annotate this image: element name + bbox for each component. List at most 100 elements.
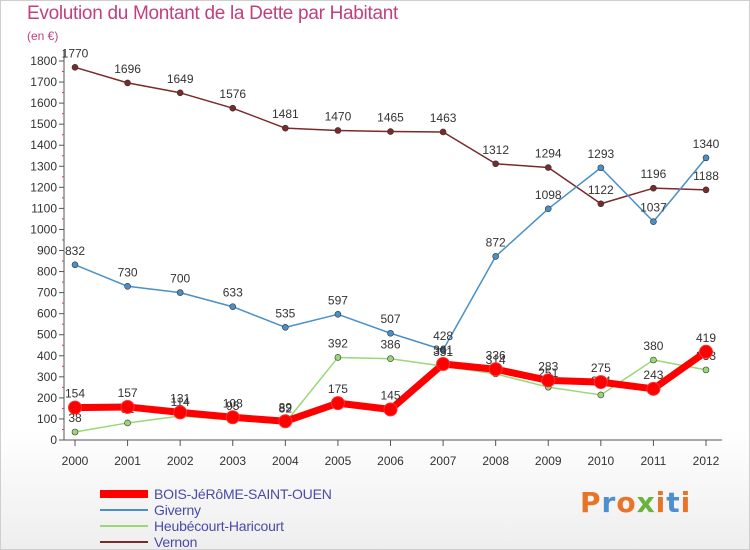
data-point [387, 329, 394, 337]
data-label: 89 [279, 400, 293, 414]
x-tick-label: 2001 [114, 454, 141, 468]
data-label: 428 [433, 329, 453, 343]
data-point [225, 410, 240, 425]
data-point [282, 124, 289, 132]
data-point [334, 127, 342, 134]
x-tick-label: 2005 [325, 454, 352, 468]
data-point [702, 366, 710, 374]
logo-letter: P [580, 486, 602, 519]
data-point [71, 261, 79, 269]
legend-label: BOIS-JéRôME-SAINT-OUEN [154, 486, 332, 502]
y-tick-label: 1400 [30, 138, 57, 152]
x-tick-label: 2010 [587, 454, 614, 468]
y-tick-label: 1800 [30, 54, 57, 68]
data-point [699, 344, 713, 359]
legend-label: Vernon [154, 534, 198, 550]
data-label: 380 [643, 339, 663, 353]
data-label: 1576 [219, 87, 246, 101]
data-label: 700 [170, 272, 190, 286]
y-tick-label: 100 [37, 412, 57, 426]
x-tick-label: 2006 [377, 454, 404, 468]
data-label: 1037 [640, 201, 667, 215]
legend-swatch [100, 525, 148, 527]
data-label: 175 [328, 382, 348, 396]
data-label: 633 [223, 286, 243, 300]
data-point [330, 396, 345, 411]
y-tick-label: 600 [37, 307, 57, 321]
chart-title: Evolution du Montant de la Dette par Hab… [27, 3, 398, 24]
x-tick-label: 2011 [641, 454, 667, 468]
data-label: 419 [696, 331, 716, 345]
chart-subtitle: (en €) [27, 29, 59, 43]
data-label: 82 [279, 402, 293, 416]
y-tick-label: 1700 [30, 75, 57, 89]
data-label: 535 [275, 306, 295, 320]
data-point [71, 64, 79, 71]
y-tick-label: 1600 [30, 96, 57, 110]
y-tick-label: 800 [37, 265, 57, 279]
data-label: 392 [328, 336, 348, 350]
data-label: 283 [538, 359, 558, 373]
data-point [124, 79, 131, 87]
data-label: 730 [118, 265, 138, 279]
data-label: 131 [170, 391, 190, 405]
data-label: 597 [328, 293, 348, 307]
data-point [597, 391, 605, 399]
data-point [544, 205, 552, 213]
data-point [278, 414, 293, 429]
x-tick-label: 2004 [272, 454, 299, 468]
data-point [334, 354, 342, 361]
y-tick-label: 300 [37, 370, 57, 384]
y-tick-label: 1300 [30, 159, 57, 173]
data-label: 1294 [535, 147, 562, 161]
data-label: 95 [226, 399, 240, 413]
logo-letter: t [666, 486, 681, 519]
data-point [176, 289, 184, 296]
data-label: 1770 [62, 46, 89, 60]
data-point [593, 375, 608, 390]
x-tick-label: 2000 [62, 454, 89, 468]
data-point [650, 356, 657, 364]
legend-label: Heubécourt-Haricourt [154, 518, 284, 534]
data-label: 1649 [167, 72, 194, 86]
data-point [544, 164, 552, 171]
data-label: 154 [65, 387, 85, 401]
data-point [68, 400, 82, 415]
data-label: 1312 [482, 143, 509, 157]
data-point [229, 303, 237, 311]
data-label: 157 [118, 386, 138, 400]
data-point [120, 399, 135, 414]
data-label: 314 [486, 353, 506, 367]
data-label: 361 [433, 343, 453, 357]
y-tick-label: 1100 [31, 201, 57, 215]
data-label: 1465 [377, 111, 404, 125]
data-point [702, 186, 710, 194]
logo-letter: i [655, 486, 667, 519]
data-label: 872 [486, 235, 506, 249]
y-tick-label: 1200 [30, 180, 57, 194]
data-point [488, 362, 503, 377]
y-tick-label: 1000 [30, 222, 57, 236]
logo-letter: o [616, 486, 637, 519]
data-label: 336 [486, 348, 506, 362]
y-tick-label: 900 [37, 244, 57, 258]
x-tick-label: 2002 [167, 454, 194, 468]
data-label: 1188 [693, 169, 719, 183]
data-point [176, 89, 184, 97]
x-tick-label: 2007 [430, 454, 457, 468]
data-point [439, 128, 447, 136]
data-point [124, 282, 131, 290]
y-tick-label: 200 [37, 391, 57, 405]
data-point [439, 346, 447, 354]
data-point [173, 405, 188, 420]
data-label: 38 [68, 411, 82, 425]
data-label: 1470 [325, 109, 352, 123]
data-label: 1122 [588, 183, 614, 197]
data-point [541, 373, 556, 388]
data-point [387, 355, 394, 363]
logo-letter: i [680, 486, 692, 519]
data-label: 1293 [587, 147, 614, 161]
x-tick-label: 2003 [219, 454, 246, 468]
data-point [334, 310, 342, 318]
